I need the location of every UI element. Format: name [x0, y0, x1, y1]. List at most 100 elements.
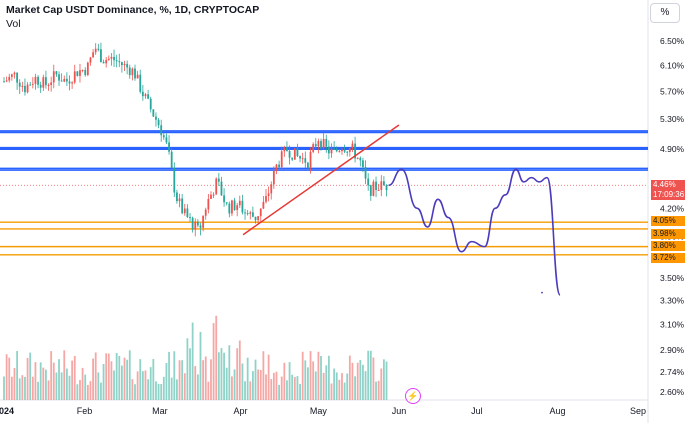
candle-body [181, 198, 184, 214]
y-tick-label: 3.30% [660, 296, 685, 306]
volume-bar [312, 361, 315, 400]
volume-bar [217, 352, 220, 400]
volume-bar [207, 381, 210, 400]
y-tick-label: 2.90% [660, 345, 685, 355]
volume-bar [293, 377, 296, 400]
candle-body [34, 76, 37, 84]
current-price-value: 4.46% [653, 180, 676, 189]
candle-body [55, 71, 58, 75]
candle-body [377, 189, 380, 191]
candle-body [309, 151, 312, 168]
candle-body [375, 181, 377, 190]
volume-bar [10, 376, 13, 400]
candle-body [176, 192, 178, 202]
candle-body [372, 181, 375, 196]
volume-bar [13, 367, 16, 400]
candle-body [71, 82, 74, 84]
candle-body [199, 225, 202, 228]
countdown-timer: 17:09:36 [653, 190, 685, 199]
volume-bar [220, 348, 223, 400]
candle-body [369, 185, 372, 196]
candle-body [168, 142, 170, 152]
candle-body [97, 48, 100, 50]
candle-body [102, 61, 105, 64]
volume-bar [31, 376, 34, 400]
volume-bar [181, 360, 184, 400]
y-tick-label: 3.10% [660, 320, 685, 330]
volume-bar [84, 374, 87, 400]
volume-bar [254, 359, 257, 400]
volume-bar [100, 382, 102, 400]
candle-body [144, 94, 147, 97]
volume-bar [262, 351, 265, 400]
volume-bar [304, 360, 307, 400]
x-tick-label: Mar [152, 406, 168, 416]
volume-bar [128, 350, 131, 400]
volume-bar [299, 383, 301, 400]
candle-body [160, 125, 163, 136]
volume-bar [372, 357, 375, 400]
volume-bar [107, 353, 110, 400]
volume-bar [173, 351, 176, 400]
y-tick-label: 2.74% [660, 367, 685, 377]
volume-bar [29, 352, 32, 400]
volume-bar [215, 315, 218, 400]
candle-body [262, 201, 265, 209]
y-tick-label: 5.70% [660, 86, 685, 96]
volume-bar [275, 371, 278, 400]
candle-body [283, 147, 286, 152]
volume-bar [228, 345, 231, 400]
candle-body [13, 72, 16, 75]
volume-bar [333, 368, 336, 400]
candle-body [359, 157, 362, 161]
candle-body [141, 91, 144, 97]
candle-body [157, 119, 160, 126]
candle-body [60, 80, 63, 82]
volume-bar [301, 351, 304, 400]
candle-body [210, 194, 212, 199]
volume-bar [191, 322, 194, 400]
level-tag-4: 3.72% [651, 253, 685, 263]
candle-body [42, 77, 45, 88]
volume-bar [123, 357, 126, 400]
candle-body [272, 170, 275, 185]
volume-bar [63, 350, 66, 400]
volume-bar [322, 372, 325, 400]
candle-body [73, 71, 76, 83]
volume-bar [155, 381, 157, 400]
volume-bar [296, 376, 299, 400]
candle-body [50, 82, 53, 86]
volume-bar [141, 371, 144, 400]
candle-body [367, 178, 370, 186]
volume-bar [26, 357, 29, 400]
y-tick-label: 6.10% [660, 60, 685, 70]
candle-body [338, 151, 341, 153]
volume-bar [136, 371, 139, 400]
candle-body [356, 157, 359, 159]
volume-bar [144, 370, 147, 400]
volume-bar [50, 351, 53, 400]
candle-body [265, 196, 267, 202]
volume-bar [283, 362, 286, 400]
candle-body [327, 146, 330, 154]
candle-body [94, 48, 97, 53]
volume-bar [86, 384, 89, 400]
volume-bar [385, 361, 388, 400]
volume-bar [170, 377, 173, 400]
volume-bar [309, 351, 312, 400]
volume-bar [270, 379, 273, 400]
candle-body [183, 208, 186, 214]
volume-bar [359, 360, 362, 400]
volume-bar [105, 353, 108, 400]
volume-bar [178, 360, 181, 400]
candle-body [196, 221, 199, 226]
percent-scale-button[interactable]: % [650, 3, 680, 23]
candle-body [178, 198, 181, 202]
volume-bar [121, 365, 123, 400]
candle-body [275, 164, 278, 171]
volume-bar [348, 355, 351, 400]
candle-body [155, 116, 157, 120]
flash-icon[interactable]: ⚡ [405, 388, 421, 404]
candle-body [3, 81, 5, 83]
